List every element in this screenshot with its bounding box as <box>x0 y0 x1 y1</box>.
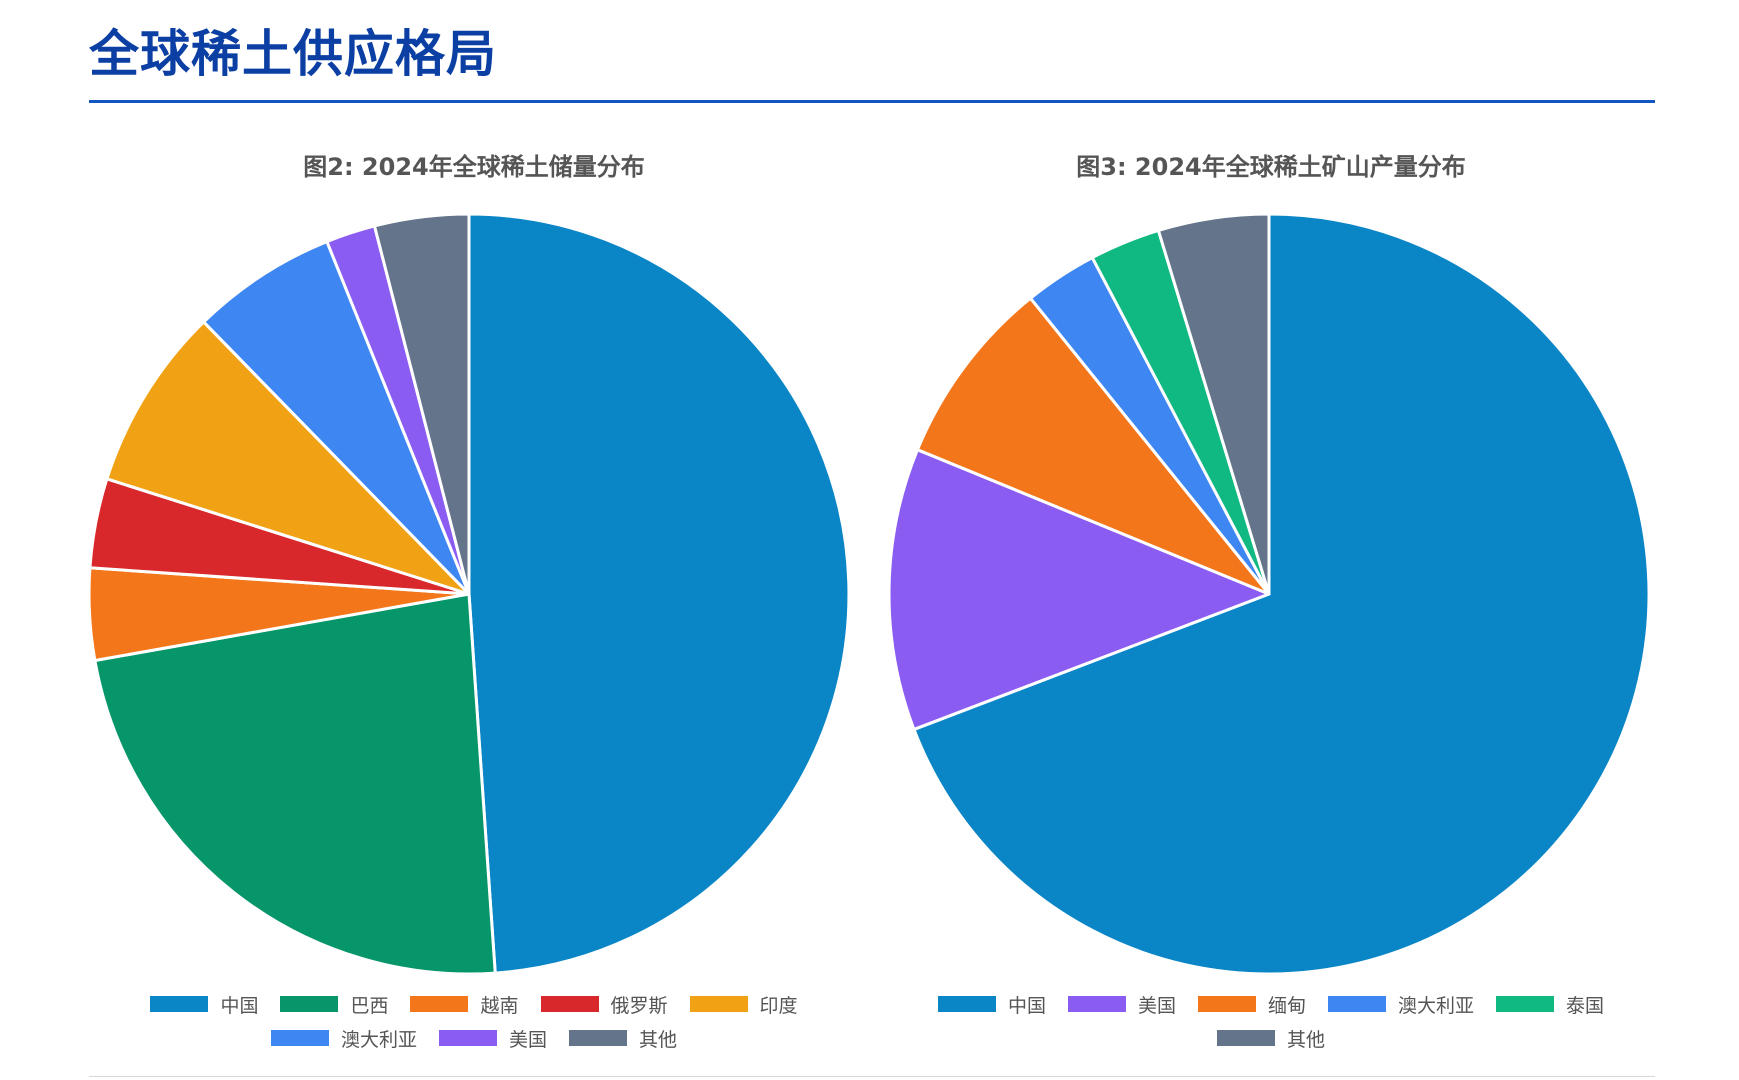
legend-swatch <box>150 996 209 1012</box>
legend-swatch <box>1328 996 1386 1012</box>
legend-label: 中国 <box>1007 994 1046 1017</box>
legend-item[interactable]: 印度 <box>689 991 798 1018</box>
legend-item[interactable]: 巴西 <box>280 991 388 1018</box>
legend-swatch <box>540 996 599 1012</box>
legend-label: 中国 <box>220 994 259 1017</box>
legend-label: 美国 <box>508 1028 547 1051</box>
legend-item[interactable]: 越南 <box>410 991 519 1018</box>
legend-label: 澳大利亚 <box>340 1028 417 1051</box>
legend-item[interactable]: 其他 <box>1216 1025 1325 1052</box>
page-title: 全球稀土供应格局 <box>89 25 497 83</box>
chart-2-slice-其他 <box>1156 212 1271 596</box>
legend-label: 澳大利亚 <box>1398 994 1475 1017</box>
chart-1-slice-中国 <box>467 212 851 975</box>
legend-row: 中国 巴西 越南 俄罗斯 印度 <box>74 987 874 1021</box>
legend-label: 越南 <box>480 994 519 1017</box>
legend-label: 其他 <box>639 1028 678 1051</box>
chart-2-pie <box>887 212 1651 976</box>
legend-label: 印度 <box>759 994 798 1017</box>
legend-label: 缅甸 <box>1267 994 1306 1017</box>
legend-swatch <box>1067 996 1126 1012</box>
legend-label: 其他 <box>1286 1028 1325 1051</box>
legend-label: 俄罗斯 <box>610 994 668 1017</box>
legend-swatch <box>438 1030 497 1046</box>
chart-1-title: 图2: 2024年全球稀土储量分布 <box>303 153 645 181</box>
legend-swatch <box>689 996 748 1012</box>
legend-item[interactable]: 中国 <box>937 991 1046 1018</box>
legend-swatch <box>1496 996 1555 1012</box>
chart-2-title: 图3: 2024年全球稀土矿山产量分布 <box>1076 153 1466 181</box>
legend-swatch <box>280 996 339 1012</box>
chart-2-slice-缅甸 <box>915 296 1271 596</box>
legend-label: 泰国 <box>1566 994 1605 1017</box>
chart-1-legend: 中国 巴西 越南 俄罗斯 印度澳大利亚 美国 其他 <box>74 987 874 1055</box>
chart-1-slice-巴西 <box>93 592 497 976</box>
legend-swatch <box>1197 996 1256 1012</box>
legend-item[interactable]: 其他 <box>569 1025 677 1052</box>
chart-2-slice-中国 <box>912 212 1651 976</box>
chart-1-slice-其他 <box>373 212 471 596</box>
chart-1-slice-澳大利亚 <box>202 240 471 596</box>
legend-swatch <box>410 996 469 1012</box>
legend-label: 巴西 <box>350 994 389 1017</box>
legend-swatch <box>569 1030 627 1046</box>
legend-swatch <box>270 1030 329 1046</box>
legend-swatch <box>937 996 996 1012</box>
legend-item[interactable]: 美国 <box>1067 991 1176 1018</box>
legend-item[interactable]: 俄罗斯 <box>540 991 668 1018</box>
legend-item[interactable]: 泰国 <box>1496 991 1604 1018</box>
legend-row: 澳大利亚 美国 其他 <box>74 1021 874 1055</box>
legend-swatch <box>1216 1030 1275 1046</box>
legend-row: 中国 美国 缅甸 澳大利亚 泰国 <box>871 987 1671 1021</box>
bottom-divider <box>89 1076 1655 1077</box>
title-divider <box>89 100 1655 103</box>
legend-label: 美国 <box>1137 994 1176 1017</box>
chart-2-legend: 中国 美国 缅甸 澳大利亚 泰国其他 <box>871 987 1671 1055</box>
legend-item[interactable]: 澳大利亚 <box>1328 991 1474 1018</box>
chart-1-slice-印度 <box>105 320 471 596</box>
legend-item[interactable]: 中国 <box>150 991 258 1018</box>
legend-row: 其他 <box>871 1021 1671 1055</box>
legend-item[interactable]: 美国 <box>438 1025 547 1052</box>
legend-item[interactable]: 澳大利亚 <box>270 1025 417 1052</box>
legend-item[interactable]: 缅甸 <box>1197 991 1306 1018</box>
chart-1-pie <box>87 212 851 976</box>
chart-2-slice-美国 <box>887 448 1271 731</box>
